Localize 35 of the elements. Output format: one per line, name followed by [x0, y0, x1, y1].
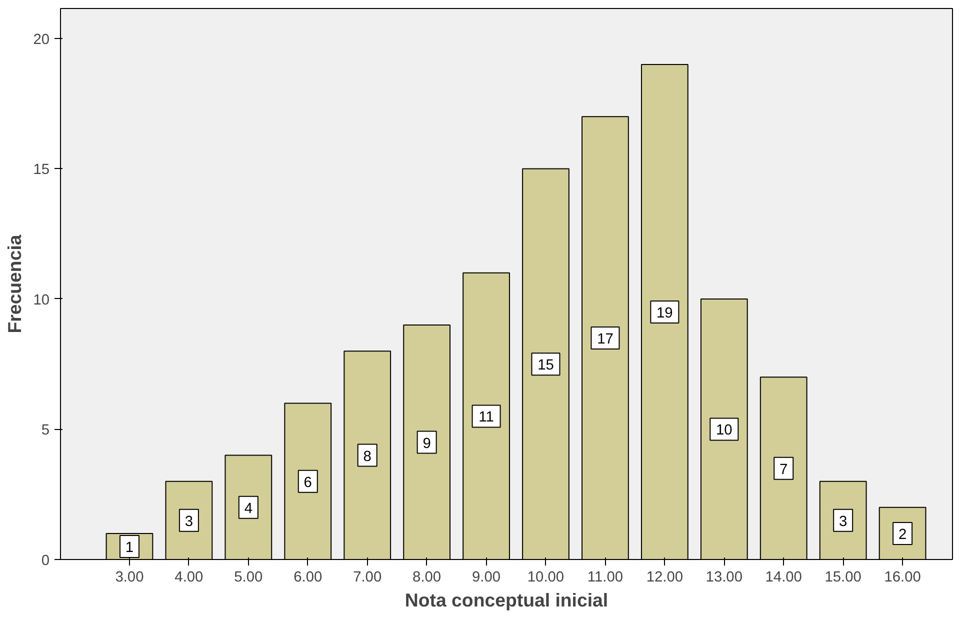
y-tick-label: 15 — [33, 162, 50, 178]
y-tick-label: 10 — [33, 292, 50, 308]
x-tick-label: 12.00 — [646, 570, 684, 586]
data-label: 3 — [839, 514, 848, 530]
data-label: 6 — [304, 474, 312, 491]
data-label: 2 — [898, 526, 907, 543]
x-tick-label: 6.00 — [294, 570, 322, 586]
x-tick-label: 15.00 — [824, 570, 862, 586]
data-label: 4 — [244, 500, 252, 517]
x-tick-label: 9.00 — [472, 570, 501, 586]
data-label: 10 — [716, 422, 732, 439]
x-tick-label: 10.00 — [527, 570, 564, 586]
x-tick-label: 5.00 — [234, 570, 263, 586]
data-label: 15 — [538, 358, 554, 374]
y-tick-label: 5 — [41, 422, 50, 439]
x-axis-title: Nota conceptual inicial — [404, 590, 608, 610]
data-label: 7 — [780, 462, 788, 478]
x-tick-label: 14.00 — [765, 570, 802, 586]
x-tick-label: 8.00 — [412, 570, 442, 586]
x-tick-label: 16.00 — [884, 570, 921, 586]
data-label: 19 — [656, 306, 673, 322]
data-label: 8 — [363, 448, 372, 465]
x-tick-label: 7.00 — [353, 570, 382, 586]
x-tick-label: 3.00 — [115, 570, 144, 586]
data-label: 9 — [422, 436, 431, 452]
data-label: 1 — [125, 540, 134, 556]
data-label: 3 — [184, 514, 194, 530]
x-tick-label: 4.00 — [174, 570, 204, 586]
y-tick-label: 0 — [41, 553, 50, 569]
x-tick-label: 13.00 — [706, 570, 742, 586]
data-label: 17 — [597, 332, 614, 348]
y-axis-title: Frecuencia — [4, 234, 26, 334]
y-tick-label: 20 — [33, 32, 50, 48]
x-tick-label: 11.00 — [587, 570, 624, 586]
data-label: 11 — [478, 410, 494, 426]
